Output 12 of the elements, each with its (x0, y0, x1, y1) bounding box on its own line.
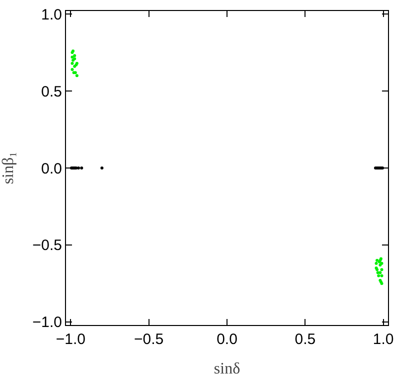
x-tick-label: −1.0 (56, 331, 86, 348)
x-tick-label: −0.5 (134, 331, 164, 348)
x-tick-label: 1.0 (372, 331, 394, 348)
y-tick-label: −0.5 (32, 237, 62, 254)
x-tick-label: 0.0 (216, 331, 238, 348)
x-tick-label: 0.5 (294, 331, 316, 348)
y-tick-label: 0.5 (41, 83, 62, 100)
y-tick-label: −1.0 (32, 314, 62, 332)
y-tick-label: 1.0 (41, 6, 62, 24)
y-tick-label: 0.0 (41, 160, 62, 178)
y-axis-title: sinβ₁ (0, 152, 17, 184)
x-axis-title: sinδ (214, 360, 240, 378)
